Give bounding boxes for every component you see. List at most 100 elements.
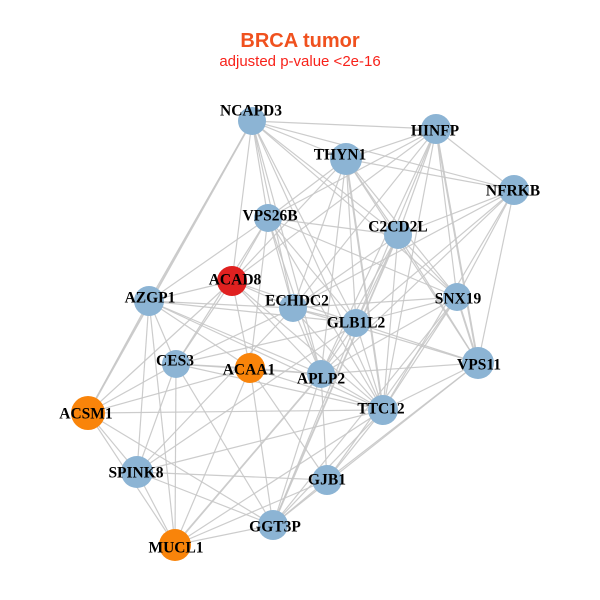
edge-HINFP-TTC12 — [382, 128, 437, 411]
node-label-SNX19: SNX19 — [435, 291, 482, 308]
edge-THYN1-ECHDC2 — [292, 158, 347, 309]
edge-AZGP1-ACSM1 — [87, 300, 150, 414]
node-C2CD2L — [384, 221, 412, 249]
plot-subtitle: adjusted p-value <2e-16 — [219, 53, 381, 70]
node-label-GJB1: GJB1 — [308, 472, 346, 489]
node-GLB1L2 — [342, 309, 370, 337]
edge-ACAA1-MUCL1 — [174, 367, 251, 546]
edge-NFRKB-GLB1L2 — [355, 189, 515, 324]
edge-AZGP1-GLB1L2 — [148, 300, 357, 324]
node-HINFP — [421, 114, 451, 144]
edge-NCAPD3-APLP2 — [251, 120, 322, 375]
edge-ACAD8-ACSM1 — [87, 280, 233, 414]
edge-CES3-TTC12 — [175, 363, 384, 411]
edge-ECHDC2-SPINK8 — [136, 307, 294, 473]
node-label-TTC12: TTC12 — [357, 401, 405, 418]
node-label-MUCL1: MUCL1 — [148, 540, 203, 557]
edge-SNX19-GGT3P — [272, 296, 458, 526]
edge-ECHDC2-VPS11 — [292, 307, 479, 364]
edge-ECHDC2-SNX19 — [292, 296, 458, 309]
edge-THYN1-ACAD8 — [231, 158, 347, 282]
edge-NFRKB-ECHDC2 — [292, 189, 515, 309]
edge-NCAPD3-HINFP — [251, 120, 437, 130]
node-label-AZGP1: AZGP1 — [125, 290, 176, 307]
edge-SPINK8-GJB1 — [136, 471, 328, 481]
node-label-APLP2: APLP2 — [297, 371, 345, 388]
edge-SNX19-APLP2 — [320, 296, 458, 375]
node-label-VPS26B: VPS26B — [242, 208, 297, 225]
edge-ACAD8-CES3 — [175, 280, 233, 365]
node-SPINK8 — [121, 456, 153, 488]
node-label-SPINK8: SPINK8 — [108, 465, 163, 482]
edge-AZGP1-APLP2 — [148, 300, 322, 375]
edge-CES3-SPINK8 — [136, 363, 177, 473]
edge-NCAPD3-SNX19 — [251, 120, 458, 298]
node-label-VPS11: VPS11 — [457, 357, 501, 374]
edge-THYN1-VPS26B — [267, 158, 347, 219]
edge-C2CD2L-VPS11 — [397, 234, 479, 364]
edge-GLB1L2-VPS11 — [355, 322, 479, 364]
edge-NCAPD3-ACSM1 — [87, 120, 253, 414]
edge-HINFP-ECHDC2 — [292, 128, 437, 309]
node-AZGP1 — [134, 286, 164, 316]
node-label-ACSM1: ACSM1 — [59, 406, 112, 423]
node-label-HINFP: HINFP — [411, 123, 460, 140]
edge-HINFP-C2CD2L — [397, 128, 437, 236]
node-label-THYN1: THYN1 — [314, 147, 367, 164]
node-label-NFRKB: NFRKB — [486, 183, 540, 200]
edge-VPS26B-C2CD2L — [267, 217, 399, 236]
edge-SPINK8-GGT3P — [136, 471, 274, 526]
edge-ACAA1-GGT3P — [249, 367, 274, 526]
edge-C2CD2L-SNX19 — [397, 234, 458, 298]
edge-GGT3P-MUCL1 — [174, 524, 274, 546]
edge-THYN1-TTC12 — [345, 158, 384, 411]
edge-SNX19-GLB1L2 — [355, 296, 458, 324]
edge-NFRKB-C2CD2L — [397, 189, 515, 236]
edge-ACAA1-GJB1 — [249, 367, 328, 481]
edge-THYN1-GLB1L2 — [345, 158, 357, 324]
edge-VPS26B-AZGP1 — [148, 217, 269, 302]
edge-C2CD2L-GGT3P — [272, 234, 399, 526]
node-ACAD8 — [217, 266, 247, 296]
node-SNX19 — [443, 283, 471, 311]
node-GGT3P — [258, 510, 288, 540]
edge-NCAPD3-ACAD8 — [231, 120, 253, 282]
node-GJB1 — [312, 465, 342, 495]
plot-title: BRCA tumor — [240, 30, 360, 52]
edge-VPS26B-ECHDC2 — [267, 217, 294, 309]
node-label-ACAA1: ACAA1 — [223, 362, 276, 379]
node-label-GGT3P: GGT3P — [249, 519, 301, 536]
edge-VPS26B-TTC12 — [267, 217, 384, 411]
edge-ACAA1-ACSM1 — [87, 367, 251, 414]
edge-VPS26B-SNX19 — [267, 217, 458, 298]
edge-VPS11-GGT3P — [272, 362, 479, 526]
edge-VPS11-TTC12 — [382, 362, 479, 411]
edge-TTC12-SPINK8 — [136, 409, 384, 473]
edge-THYN1-APLP2 — [320, 158, 347, 375]
node-THYN1 — [330, 143, 362, 175]
node-label-C2CD2L: C2CD2L — [368, 219, 427, 236]
edge-GLB1L2-GGT3P — [272, 322, 357, 526]
node-NCAPD3 — [238, 107, 266, 135]
edge-AZGP1-ACAA1 — [148, 300, 251, 369]
edge-C2CD2L-TTC12 — [382, 234, 399, 411]
edge-GLB1L2-TTC12 — [355, 322, 384, 411]
node-VPS11 — [462, 347, 494, 379]
edge-ECHDC2-CES3 — [175, 307, 294, 365]
edge-NCAPD3-THYN1 — [251, 120, 347, 160]
edge-ACSM1-GGT3P — [87, 412, 274, 526]
node-ECHDC2 — [279, 294, 307, 322]
edge-CES3-GGT3P — [175, 363, 274, 526]
node-label-NCAPD3: NCAPD3 — [220, 103, 282, 120]
edge-NCAPD3-VPS26B — [251, 120, 269, 219]
edge-NCAPD3-NFRKB — [251, 120, 515, 191]
node-label-GLB1L2: GLB1L2 — [327, 315, 386, 332]
edge-HINFP-SNX19 — [435, 128, 458, 298]
node-CES3 — [162, 350, 190, 378]
edge-C2CD2L-ECHDC2 — [292, 234, 399, 309]
node-label-ACAD8: ACAD8 — [209, 272, 262, 289]
edge-AZGP1-TTC12 — [148, 300, 384, 411]
edge-VPS26B-GLB1L2 — [267, 217, 357, 324]
edge-CES3-MUCL1 — [174, 363, 177, 546]
